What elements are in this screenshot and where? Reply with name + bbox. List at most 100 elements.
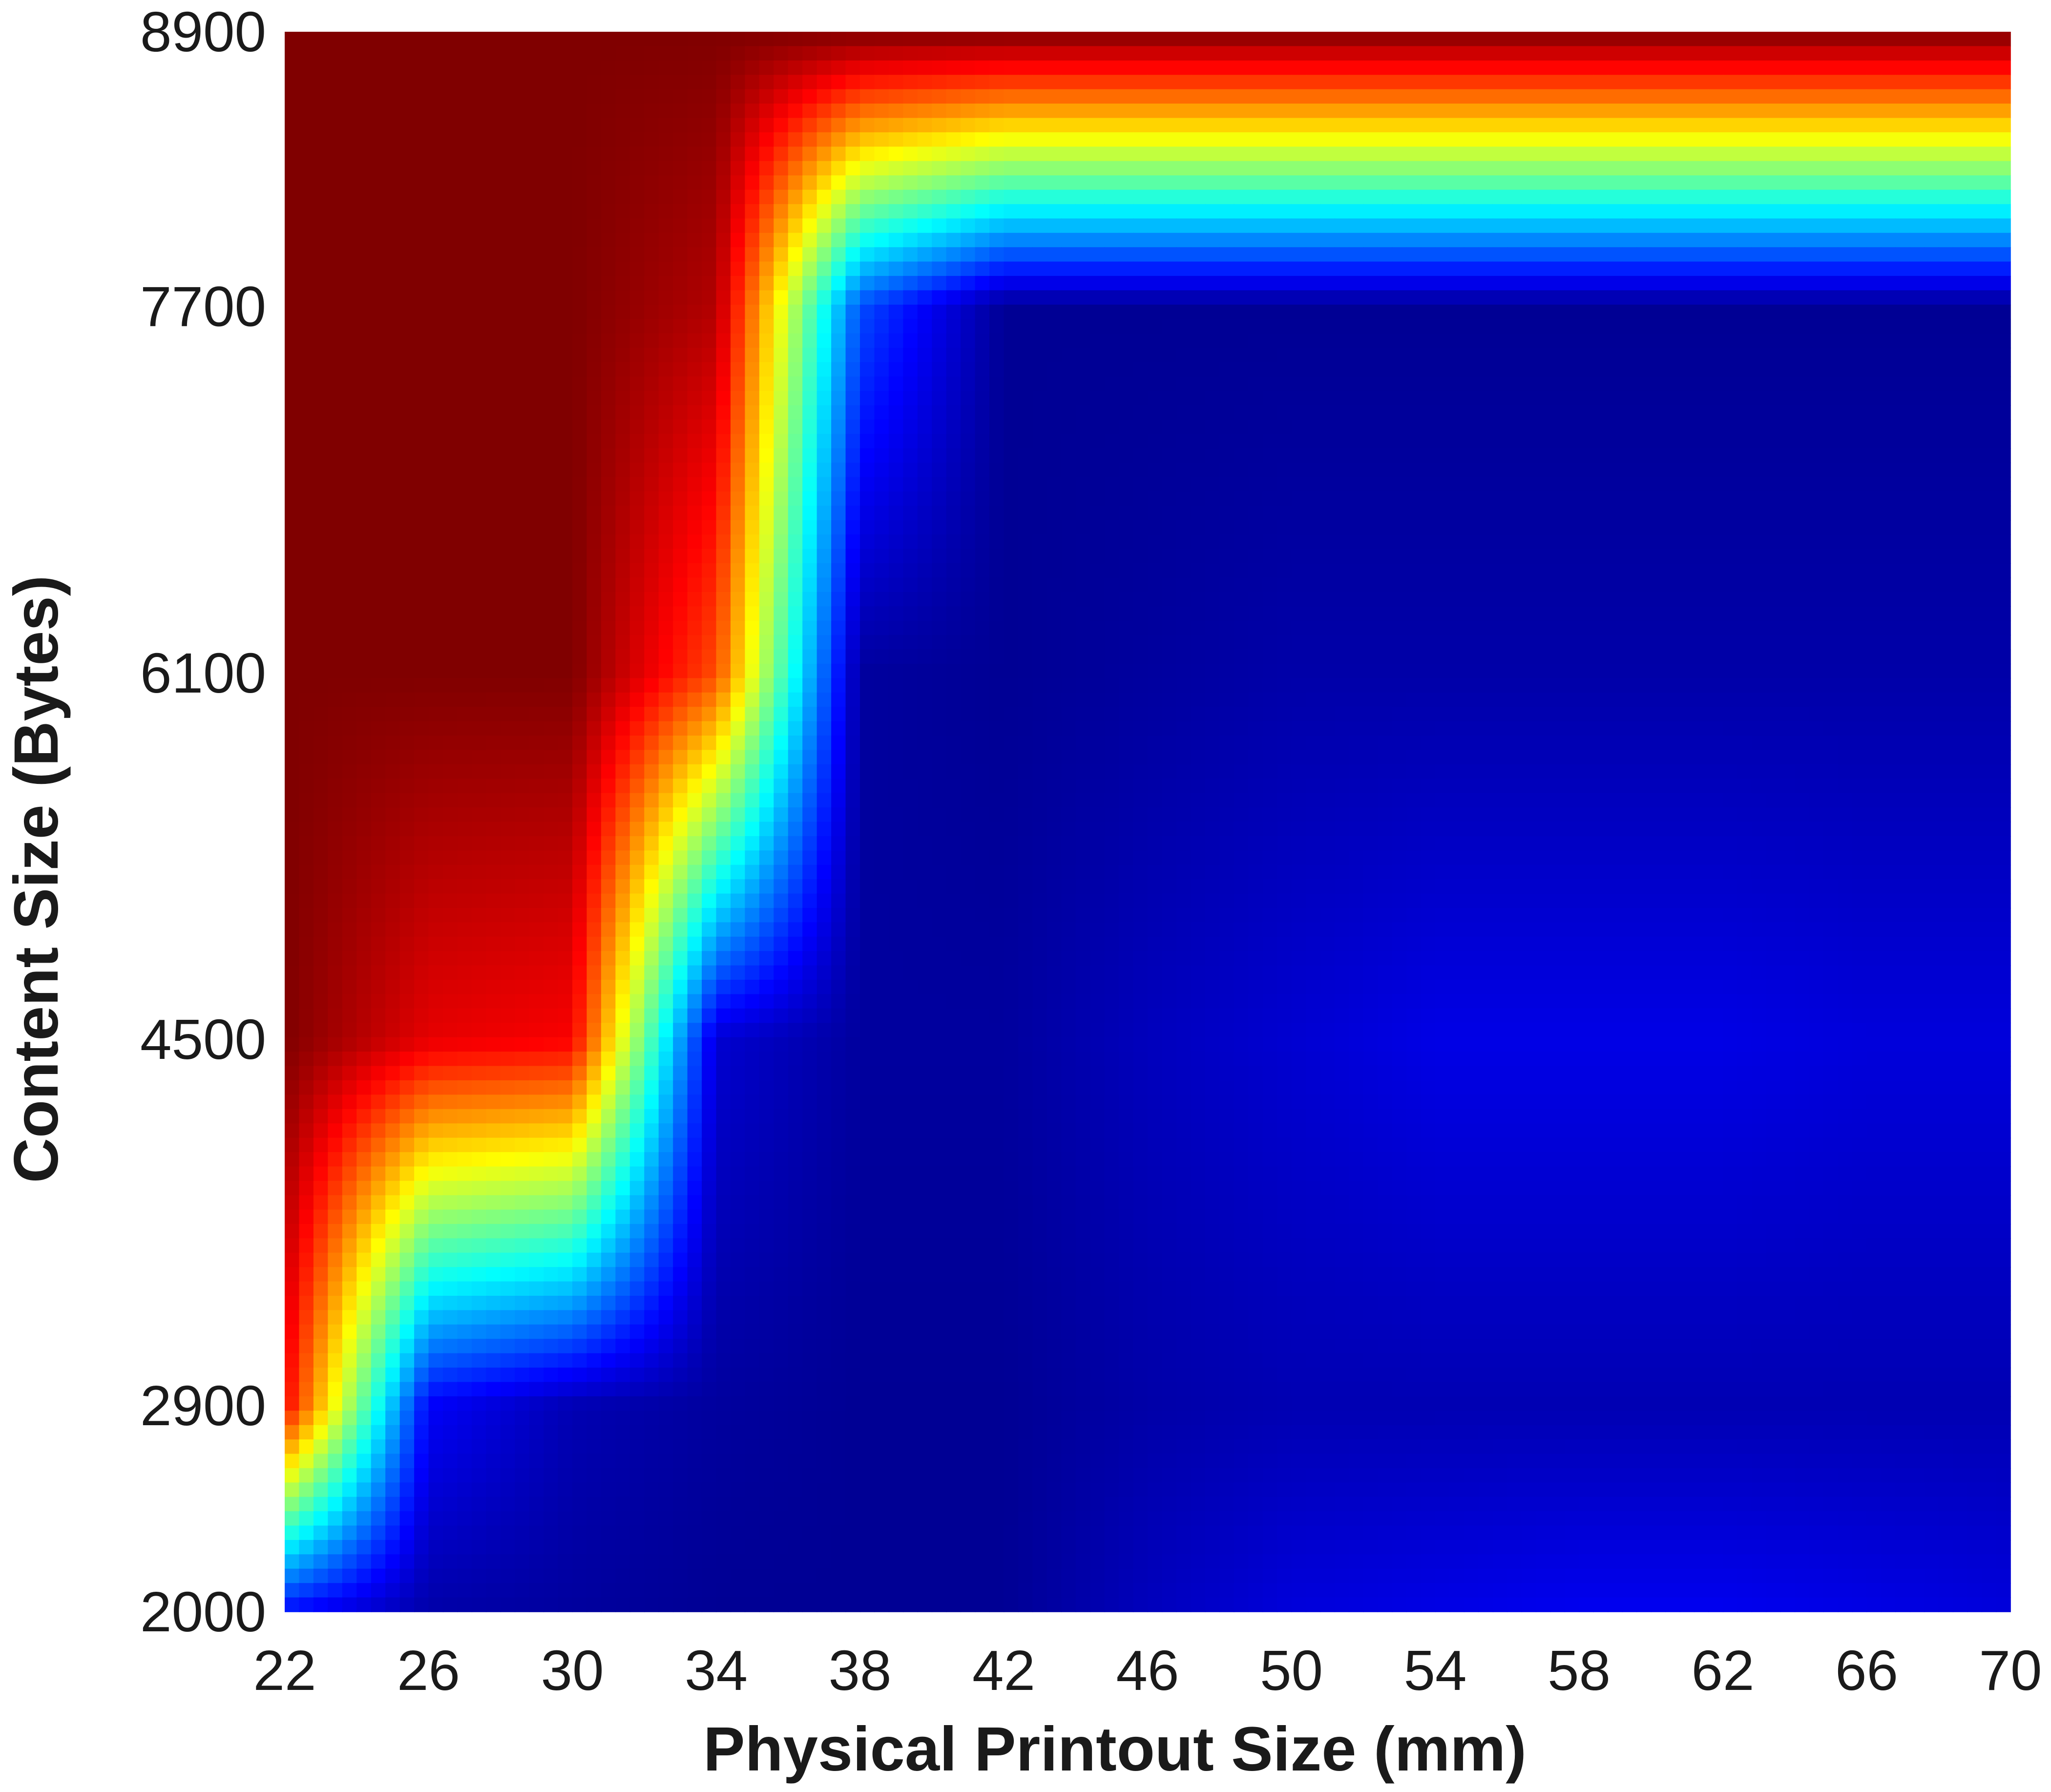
heatmap-cell [1608, 333, 1623, 348]
heatmap-cell [1622, 506, 1637, 521]
heatmap-cell [1205, 548, 1220, 564]
heatmap-cell [845, 147, 860, 162]
heatmap-cell [1061, 333, 1076, 348]
heatmap-cell [1176, 132, 1192, 148]
heatmap-cell [816, 32, 832, 47]
heatmap-cell [1909, 506, 1925, 521]
heatmap-cell [1838, 118, 1853, 133]
heatmap-cell [1191, 232, 1206, 248]
heatmap-cell [1004, 520, 1019, 535]
heatmap-cell [342, 391, 357, 406]
heatmap-cell [845, 491, 860, 506]
heatmap-cell [745, 348, 760, 363]
heatmap-cell [1881, 606, 1896, 621]
heatmap-cell [1205, 118, 1220, 133]
heatmap-cell [313, 319, 329, 334]
heatmap-cell [1823, 75, 1839, 90]
heatmap-cell [515, 204, 530, 219]
heatmap-cell [1723, 534, 1738, 549]
heatmap-cell [1378, 275, 1393, 291]
heatmap-cell [989, 591, 1005, 607]
heatmap-cell [1550, 348, 1565, 363]
heatmap-cell [788, 247, 803, 262]
heatmap-cell [1378, 491, 1393, 506]
heatmap-cell [1565, 190, 1580, 205]
heatmap-cell [1363, 104, 1378, 119]
heatmap-cell [1334, 405, 1350, 420]
heatmap-cell [629, 333, 645, 348]
heatmap-cell [1406, 161, 1422, 176]
heatmap-cell [1119, 506, 1134, 521]
heatmap-cell [1795, 161, 1810, 176]
heatmap-cell [1119, 319, 1134, 334]
heatmap-cell [975, 218, 990, 233]
heatmap-cell [1119, 448, 1134, 464]
heatmap-cell [1881, 591, 1896, 607]
heatmap-cell [1550, 190, 1565, 205]
heatmap-cell [1536, 247, 1551, 262]
heatmap-cell [932, 420, 947, 435]
heatmap-cell [745, 477, 760, 492]
heatmap-cell [1953, 60, 1968, 76]
heatmap-cell [414, 204, 429, 219]
heatmap-cell [644, 577, 659, 592]
heatmap-cell [629, 606, 645, 621]
heatmap-cell [1492, 548, 1508, 564]
heatmap-cell [888, 333, 904, 348]
heatmap-cell [1622, 362, 1637, 377]
heatmap-cell [1133, 118, 1148, 133]
heatmap-cell [1148, 362, 1163, 377]
heatmap-cell [1061, 218, 1076, 233]
heatmap-cell [802, 520, 817, 535]
heatmap-cell [702, 620, 717, 635]
heatmap-cell [831, 420, 846, 435]
heatmap-cell [1694, 118, 1709, 133]
heatmap-cell [442, 118, 458, 133]
heatmap-cell [558, 591, 573, 607]
heatmap-cell [1938, 32, 1953, 47]
heatmap-cell [1148, 520, 1163, 535]
heatmap-cell [1565, 75, 1580, 90]
heatmap-cell [1363, 577, 1378, 592]
heatmap-cell [788, 376, 803, 392]
heatmap-cell [1277, 333, 1292, 348]
heatmap-cell [629, 477, 645, 492]
heatmap-cell [1162, 362, 1177, 377]
heatmap-cell [1579, 405, 1594, 420]
heatmap-cell [961, 89, 976, 104]
heatmap-cell [1061, 89, 1076, 104]
heatmap-cell [644, 420, 659, 435]
heatmap-cell [1795, 261, 1810, 276]
heatmap-cell [1895, 118, 1910, 133]
heatmap-cell [1751, 190, 1767, 205]
heatmap-cell [1032, 147, 1047, 162]
heatmap-cell [1018, 204, 1033, 219]
heatmap-cell [1636, 104, 1652, 119]
heatmap-cell [1004, 420, 1019, 435]
heatmap-cell [1924, 434, 1939, 449]
heatmap-cell [673, 606, 688, 621]
heatmap-cell [1191, 204, 1206, 219]
heatmap-cell [1938, 348, 1953, 363]
heatmap-cell [558, 420, 573, 435]
heatmap-cell [1119, 577, 1134, 592]
heatmap-cell [1636, 161, 1652, 176]
heatmap-cell [1622, 190, 1637, 205]
heatmap-cell [1507, 232, 1522, 248]
heatmap-cell [1104, 175, 1119, 190]
heatmap-cell [1291, 548, 1306, 564]
heatmap-cell [1392, 232, 1407, 248]
heatmap-cell [774, 362, 789, 377]
heatmap-cell [1075, 362, 1090, 377]
heatmap-cell [1191, 577, 1206, 592]
heatmap-cell [1075, 534, 1090, 549]
heatmap-cell [1608, 132, 1623, 148]
heatmap-cell [1421, 591, 1436, 607]
heatmap-cell [1075, 190, 1090, 205]
heatmap-cell [1809, 46, 1824, 61]
heatmap-cell [313, 161, 329, 176]
heatmap-cell [860, 563, 875, 578]
heatmap-cell [730, 247, 746, 262]
heatmap-cell [1550, 46, 1565, 61]
heatmap-cell [874, 304, 889, 319]
